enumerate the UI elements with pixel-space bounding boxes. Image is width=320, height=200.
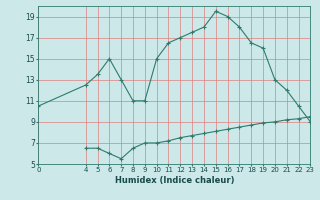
X-axis label: Humidex (Indice chaleur): Humidex (Indice chaleur) bbox=[115, 176, 234, 185]
